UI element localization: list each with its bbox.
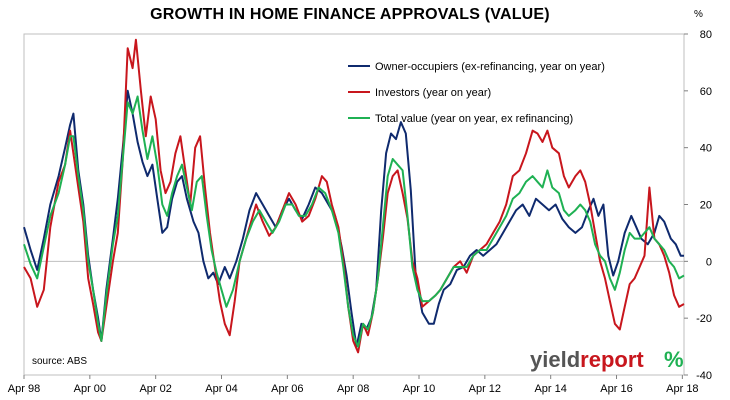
- source-note: source: ABS: [32, 356, 87, 367]
- series-line-1: [23, 89, 684, 348]
- y-tick-label: 40: [700, 143, 712, 155]
- x-tick-label: Apr 12: [469, 383, 501, 395]
- chart-title: GROWTH IN HOME FINANCE APPROVALS (VALUE): [150, 6, 550, 23]
- legend-label-1: Owner-occupiers (ex-refinancing, year on…: [375, 61, 605, 73]
- brand-percent-mark: %: [664, 347, 684, 372]
- series-line-3: [23, 95, 685, 348]
- series-line-2: [23, 38, 685, 354]
- legend-label-2: Investors (year on year): [375, 87, 491, 99]
- x-tick-label: Apr 08: [337, 383, 369, 395]
- brand-word-report: report: [580, 347, 644, 372]
- y-axis-unit: %: [694, 9, 703, 20]
- x-tick-label: Apr 14: [534, 383, 566, 395]
- y-tick-label: 60: [700, 86, 712, 98]
- x-tick-label: Apr 02: [139, 383, 171, 395]
- x-tick-label: Apr 04: [205, 383, 237, 395]
- svg-text:yieldreport: yieldreport: [530, 347, 644, 372]
- legend-label-3: Total value (year on year, ex refinancin…: [375, 113, 573, 125]
- y-tick-label: 80: [700, 29, 712, 41]
- brand-word-yield: yield: [530, 347, 580, 372]
- yieldreport-logo: yieldreport %: [530, 347, 684, 372]
- x-tick-label: Apr 00: [74, 383, 106, 395]
- x-tick-label: Apr 16: [600, 383, 632, 395]
- y-tick-label: 20: [700, 200, 712, 212]
- x-tick-label: Apr 06: [271, 383, 303, 395]
- x-tick-label: Apr 10: [403, 383, 435, 395]
- x-tick-label: Apr 18: [666, 383, 698, 395]
- x-tick-label: Apr 98: [8, 383, 40, 395]
- y-tick-label: -20: [696, 313, 712, 325]
- y-tick-label: -40: [696, 370, 712, 382]
- y-tick-label: 0: [706, 256, 712, 268]
